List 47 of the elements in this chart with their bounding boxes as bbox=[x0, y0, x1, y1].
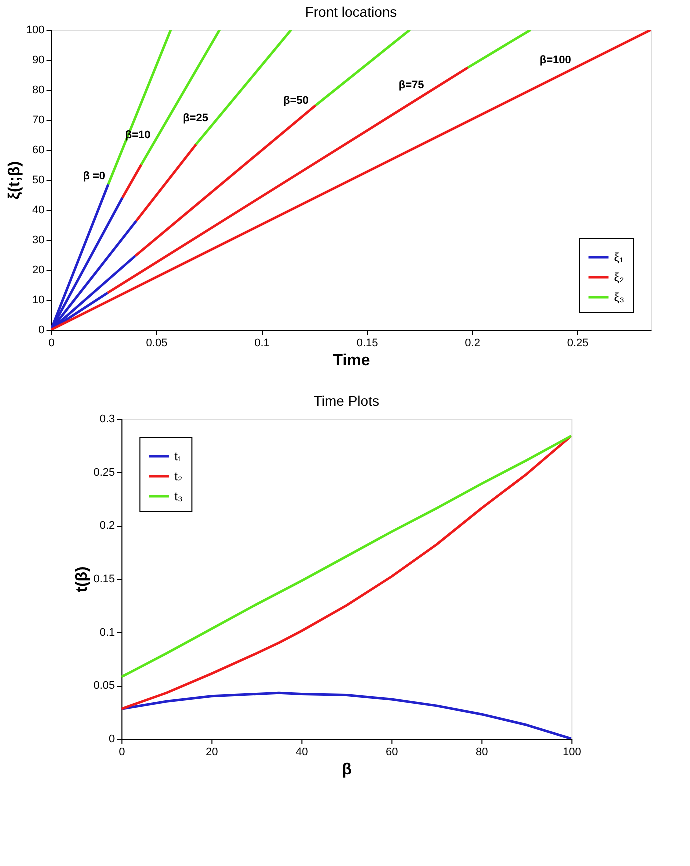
y-tick-label: 60 bbox=[32, 144, 45, 156]
y-tick-label: 80 bbox=[32, 84, 45, 96]
annotation: β =0 bbox=[83, 170, 106, 182]
y-tick-label: 0.15 bbox=[94, 574, 116, 586]
y-tick-label: 0.25 bbox=[94, 466, 116, 479]
annotation: β=75 bbox=[398, 79, 424, 92]
x-tick-label: 0 bbox=[48, 338, 55, 350]
y-tick-label: 0.05 bbox=[94, 680, 116, 692]
y-tick-label: 20 bbox=[32, 264, 45, 276]
x-axis-title: β bbox=[342, 762, 352, 778]
annotation: β=100 bbox=[540, 54, 572, 66]
legend-label: t₂ bbox=[174, 470, 183, 484]
x-tick-label: 0 bbox=[119, 746, 126, 758]
y-tick-label: 70 bbox=[32, 114, 45, 126]
x-tick-label: 20 bbox=[206, 746, 218, 758]
y-tick-label: 50 bbox=[32, 174, 45, 186]
x-tick-label: 0.15 bbox=[356, 338, 378, 350]
x-tick-label: 40 bbox=[296, 746, 308, 758]
y-tick-label: 0 bbox=[109, 734, 116, 746]
x-tick-label: 100 bbox=[562, 746, 582, 758]
y-axis-title: ξ(t;β) bbox=[6, 161, 24, 200]
legend-label: ξ₂ bbox=[614, 270, 625, 284]
chart-title: Front locations bbox=[305, 4, 398, 20]
legend-label: ξ₃ bbox=[614, 290, 625, 304]
x-tick-label: 0.1 bbox=[254, 338, 270, 350]
y-tick-label: 10 bbox=[32, 294, 45, 306]
annotation: β=50 bbox=[284, 94, 309, 107]
x-tick-label: 0.2 bbox=[465, 338, 480, 350]
legend-label: t₃ bbox=[174, 490, 183, 504]
x-tick-label: 80 bbox=[476, 746, 488, 758]
x-axis-title: Time bbox=[333, 352, 370, 370]
annotation: β=25 bbox=[183, 112, 208, 124]
y-tick-label: 0 bbox=[38, 324, 45, 336]
x-tick-label: 0.05 bbox=[146, 338, 168, 350]
legend-label: ξ₁ bbox=[614, 250, 624, 264]
y-tick-label: 0.2 bbox=[100, 520, 116, 532]
y-tick-label: 100 bbox=[26, 24, 45, 36]
y-tick-label: 40 bbox=[32, 204, 45, 216]
x-tick-label: 60 bbox=[386, 746, 398, 758]
y-tick-label: 0.3 bbox=[100, 414, 116, 426]
y-tick-label: 30 bbox=[32, 234, 45, 246]
y-tick-label: 0.1 bbox=[100, 626, 116, 639]
x-tick-label: 0.25 bbox=[567, 338, 589, 350]
y-tick-label: 90 bbox=[32, 54, 45, 66]
legend-label: t₁ bbox=[174, 450, 182, 464]
y-axis-title: t(β) bbox=[74, 566, 91, 592]
chart-title: Time Plots bbox=[314, 393, 380, 409]
